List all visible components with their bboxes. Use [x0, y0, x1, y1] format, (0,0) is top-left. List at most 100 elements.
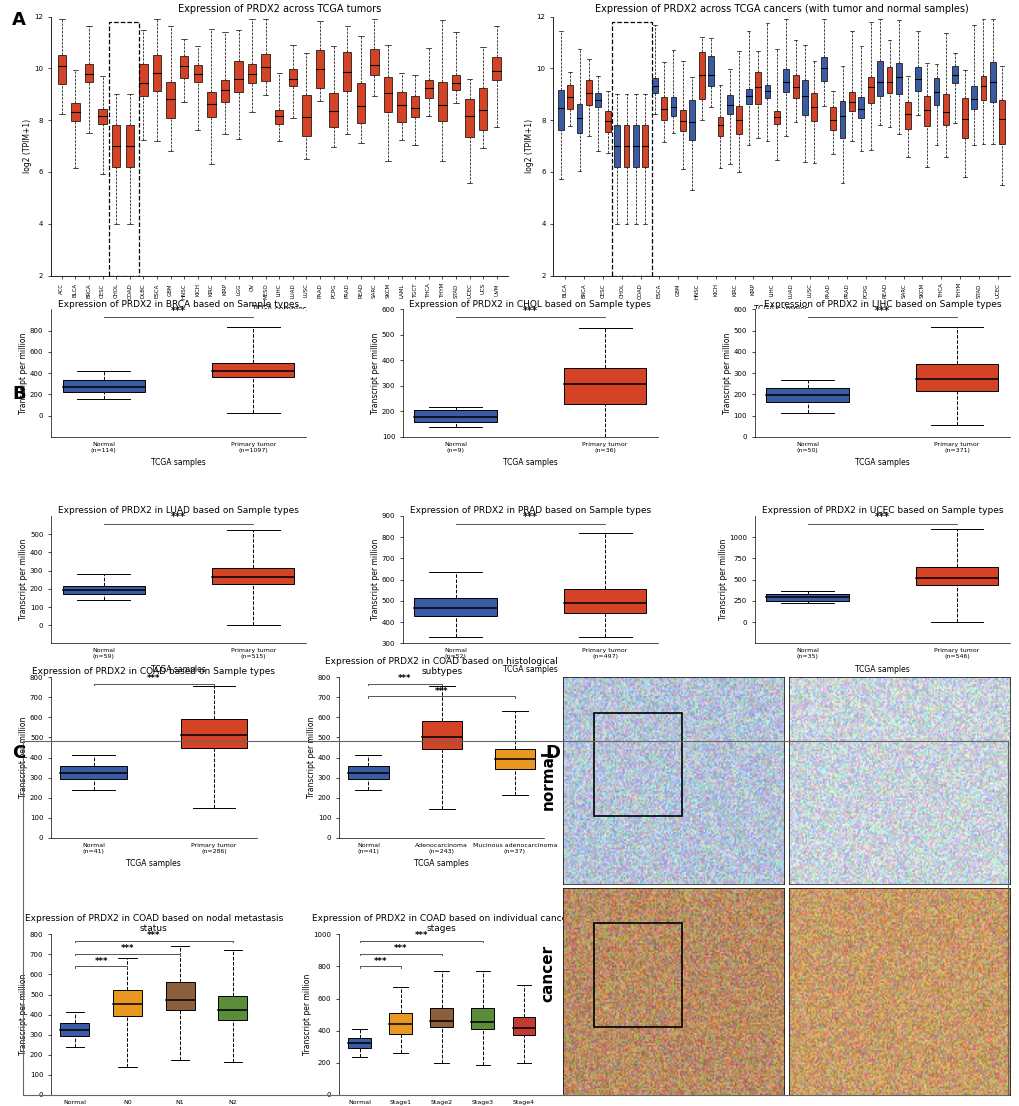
FancyBboxPatch shape [424, 80, 432, 98]
Title: Expression of PRDX2 in LUAD based on Sample types: Expression of PRDX2 in LUAD based on Sam… [58, 507, 299, 515]
Text: ***: *** [523, 512, 537, 522]
FancyBboxPatch shape [165, 982, 195, 1010]
Title: Expression of PRDX2 in BRCA based on Sample types: Expression of PRDX2 in BRCA based on Sam… [58, 300, 299, 309]
FancyBboxPatch shape [438, 82, 446, 122]
Text: normal: normal [540, 750, 555, 810]
FancyBboxPatch shape [494, 749, 535, 769]
Y-axis label: Transcript per million: Transcript per million [307, 717, 316, 799]
Title: Expression of PRDX2 in LIHC based on Sample types: Expression of PRDX2 in LIHC based on Sam… [763, 300, 1000, 309]
FancyBboxPatch shape [895, 63, 901, 94]
Y-axis label: log2 (TPIM+1): log2 (TPIM+1) [525, 119, 533, 174]
FancyBboxPatch shape [567, 84, 573, 108]
FancyBboxPatch shape [125, 125, 133, 167]
FancyBboxPatch shape [669, 97, 676, 116]
FancyBboxPatch shape [586, 81, 591, 105]
FancyBboxPatch shape [389, 1013, 412, 1034]
FancyBboxPatch shape [923, 96, 929, 126]
Text: ***: *** [434, 687, 448, 696]
FancyBboxPatch shape [801, 80, 807, 115]
Title: Expression of PRDX2 in COAD based on nodal metastasis
status: Expression of PRDX2 in COAD based on nod… [24, 914, 282, 933]
FancyBboxPatch shape [727, 95, 732, 114]
FancyBboxPatch shape [411, 95, 419, 117]
FancyBboxPatch shape [716, 117, 722, 136]
FancyBboxPatch shape [166, 83, 174, 118]
FancyBboxPatch shape [421, 721, 462, 749]
Text: D: D [545, 744, 560, 762]
Y-axis label: Transcript per million: Transcript per million [371, 539, 380, 620]
FancyBboxPatch shape [660, 96, 666, 121]
FancyBboxPatch shape [564, 368, 646, 404]
FancyBboxPatch shape [370, 49, 378, 75]
FancyBboxPatch shape [71, 103, 79, 122]
FancyBboxPatch shape [576, 104, 582, 133]
X-axis label: TCGA samples: TCGA samples [252, 304, 307, 314]
FancyBboxPatch shape [564, 588, 646, 614]
FancyBboxPatch shape [212, 363, 294, 377]
FancyBboxPatch shape [347, 766, 388, 780]
FancyBboxPatch shape [698, 52, 704, 100]
Y-axis label: Transcript per million: Transcript per million [722, 333, 732, 414]
FancyBboxPatch shape [623, 125, 629, 167]
FancyBboxPatch shape [275, 109, 283, 125]
FancyBboxPatch shape [383, 76, 392, 113]
FancyBboxPatch shape [680, 109, 685, 132]
Text: ***: *** [414, 931, 428, 940]
FancyBboxPatch shape [989, 62, 995, 102]
FancyBboxPatch shape [915, 364, 998, 392]
X-axis label: TCGA samples: TCGA samples [502, 458, 557, 467]
FancyBboxPatch shape [876, 61, 882, 96]
FancyBboxPatch shape [85, 64, 93, 82]
X-axis label: TCGA samples: TCGA samples [753, 304, 808, 314]
FancyBboxPatch shape [557, 91, 564, 129]
FancyBboxPatch shape [765, 594, 848, 602]
Y-axis label: Transcript per million: Transcript per million [19, 717, 29, 799]
Title: Expression of PRDX2 in PRAD based on Sample types: Expression of PRDX2 in PRAD based on Sam… [410, 507, 650, 515]
Text: B: B [12, 385, 25, 403]
FancyBboxPatch shape [792, 75, 798, 98]
FancyBboxPatch shape [357, 83, 365, 123]
FancyBboxPatch shape [689, 101, 695, 139]
FancyBboxPatch shape [999, 101, 1004, 144]
FancyBboxPatch shape [745, 88, 751, 104]
Text: A: A [12, 11, 26, 29]
FancyBboxPatch shape [839, 101, 845, 137]
FancyBboxPatch shape [651, 79, 657, 93]
Text: ***: *** [373, 957, 386, 966]
FancyBboxPatch shape [139, 64, 148, 96]
FancyBboxPatch shape [471, 1008, 493, 1029]
FancyBboxPatch shape [848, 92, 854, 112]
FancyBboxPatch shape [207, 92, 215, 117]
FancyBboxPatch shape [820, 58, 825, 81]
FancyBboxPatch shape [62, 586, 145, 594]
FancyBboxPatch shape [60, 1023, 90, 1036]
Y-axis label: Transcript per million: Transcript per million [371, 333, 380, 414]
FancyBboxPatch shape [180, 719, 247, 748]
Title: Expression of PRDX2 in COAD based on Sample types: Expression of PRDX2 in COAD based on Sam… [33, 667, 275, 677]
FancyBboxPatch shape [633, 125, 638, 167]
FancyBboxPatch shape [179, 56, 189, 79]
Text: ***: *** [874, 305, 889, 315]
FancyBboxPatch shape [829, 107, 836, 131]
FancyBboxPatch shape [952, 66, 957, 83]
FancyBboxPatch shape [642, 125, 647, 167]
X-axis label: TCGA samples: TCGA samples [151, 458, 206, 467]
FancyBboxPatch shape [112, 125, 120, 167]
Title: Expression of PRDX2 across TCGA tumors: Expression of PRDX2 across TCGA tumors [177, 4, 380, 14]
FancyBboxPatch shape [707, 56, 713, 86]
X-axis label: TCGA samples: TCGA samples [151, 665, 206, 674]
FancyBboxPatch shape [316, 51, 324, 87]
Title: Expression of PRDX2 in COAD based on individual cancer
stages: Expression of PRDX2 in COAD based on ind… [312, 914, 571, 933]
Y-axis label: log2 (TPIM+1): log2 (TPIM+1) [22, 119, 32, 174]
X-axis label: TCGA samples: TCGA samples [502, 665, 557, 674]
FancyBboxPatch shape [915, 566, 998, 585]
Title: Expression of PRDX2 across TCGA cancers (with tumor and normal samples): Expression of PRDX2 across TCGA cancers … [594, 4, 967, 14]
FancyBboxPatch shape [479, 88, 487, 129]
Text: ***: *** [95, 957, 108, 966]
FancyBboxPatch shape [397, 92, 406, 123]
FancyBboxPatch shape [62, 380, 145, 393]
FancyBboxPatch shape [347, 1037, 371, 1048]
Y-axis label: Transcript per million: Transcript per million [718, 539, 728, 620]
Text: ***: *** [171, 512, 185, 522]
FancyBboxPatch shape [430, 1008, 452, 1027]
Text: ***: *** [393, 943, 407, 952]
